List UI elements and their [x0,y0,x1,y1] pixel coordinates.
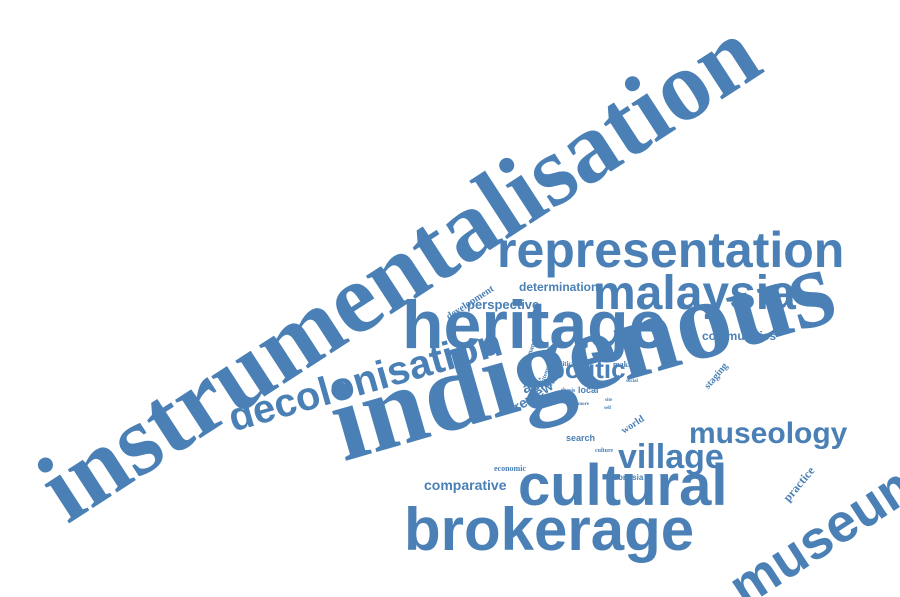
word-practice: practice [780,463,818,505]
word-determination: determination [519,280,599,294]
word-brokerage: brokerage [404,496,695,563]
word-museology: museology [689,417,848,450]
word-cultural: cultural [518,453,728,518]
word-village: village [618,438,724,476]
word-politic: politic [549,354,626,384]
word-self: self [604,406,612,411]
word-culture: culture [595,448,614,454]
word-representation: representation [497,222,845,278]
word-thesis: thesis [561,388,576,394]
word-making: making [613,360,639,369]
word-indonesia: indonesia [606,473,644,482]
word-heritage: heritage [402,287,667,363]
word-economic: economic [494,464,526,473]
word-social: social [626,379,638,384]
word-search: search [566,433,596,443]
word-communities: communities [702,329,777,343]
word-site: site [605,398,613,403]
word-perspective: perspective [467,297,540,312]
word-comparative: comparative [424,477,507,493]
word-world: world [619,413,647,437]
word-political: political [553,360,578,368]
word-more: more [578,402,590,407]
word-local: local [578,385,599,395]
word-malaysia: malaysia [593,267,796,320]
